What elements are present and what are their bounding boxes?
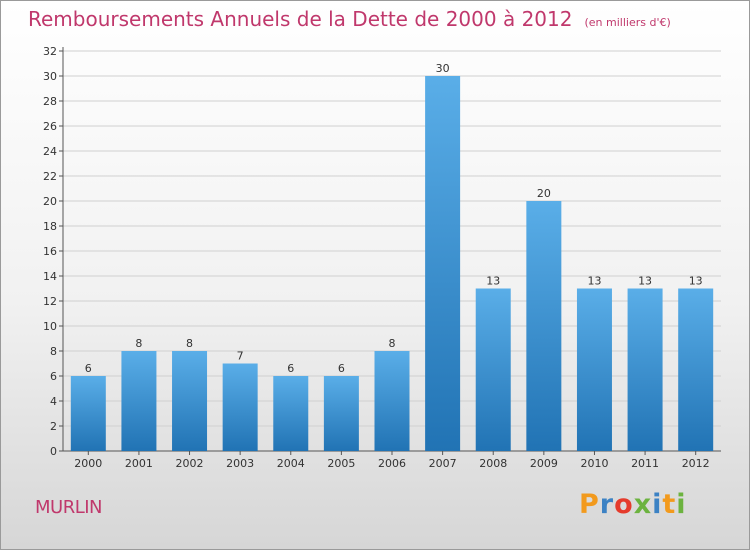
x-tick-label: 2008 <box>479 457 507 470</box>
x-tick-label: 2011 <box>631 457 659 470</box>
bars <box>70 76 714 451</box>
data-label-2003: 7 <box>237 350 244 363</box>
x-tick-label: 2001 <box>125 457 153 470</box>
x-tick-label: 2006 <box>378 457 406 470</box>
y-tick-label: 12 <box>43 295 57 308</box>
x-tick-label: 2007 <box>429 457 457 470</box>
data-label-2008: 13 <box>486 275 500 288</box>
bar-2006 <box>374 351 410 451</box>
y-tick-label: 28 <box>43 95 57 108</box>
y-tick-label: 14 <box>43 270 57 283</box>
data-label-2002: 8 <box>186 337 193 350</box>
y-tick-label: 24 <box>43 145 57 158</box>
x-tick-label: 2004 <box>277 457 305 470</box>
y-tick-label: 18 <box>43 220 57 233</box>
data-label-2004: 6 <box>287 362 294 375</box>
y-tick-label: 32 <box>43 45 57 58</box>
bar-2000 <box>70 376 106 451</box>
logo-letter: o <box>614 489 634 520</box>
logo-letter: t <box>662 489 677 520</box>
y-tick-label: 2 <box>50 420 57 433</box>
y-tick-label: 20 <box>43 195 57 208</box>
title-row: Remboursements Annuels de la Dette de 20… <box>28 7 671 31</box>
data-label-2012: 13 <box>689 275 703 288</box>
y-tick-label: 16 <box>43 245 57 258</box>
data-label-2009: 20 <box>537 187 551 200</box>
x-tick-label: 2010 <box>580 457 608 470</box>
y-tick-label: 8 <box>50 345 57 358</box>
data-label-2007: 30 <box>436 62 450 75</box>
x-tick-label: 2012 <box>682 457 710 470</box>
data-label-2005: 6 <box>338 362 345 375</box>
bar-2005 <box>323 376 359 451</box>
logo-letter: x <box>633 489 653 520</box>
bar-2007 <box>425 76 461 451</box>
bar-2011 <box>627 288 663 451</box>
bar-2010 <box>576 288 612 451</box>
y-tick-label: 0 <box>50 445 57 458</box>
commune-name: MURLIN <box>35 497 103 518</box>
y-tick-label: 26 <box>43 120 57 133</box>
data-label-2001: 8 <box>135 337 142 350</box>
chart-title: Remboursements Annuels de la Dette de 20… <box>28 7 573 31</box>
y-tick-label: 6 <box>50 370 57 383</box>
logo-letter: P <box>579 489 600 520</box>
bar-2004 <box>273 376 309 451</box>
chart-unit: (en milliers d'€) <box>584 16 671 29</box>
y-tick-label: 10 <box>43 320 57 333</box>
bar-2012 <box>678 288 714 451</box>
x-tick-label: 2002 <box>176 457 204 470</box>
logo-letter: r <box>599 489 615 520</box>
bar-2003 <box>222 363 258 451</box>
data-label-2000: 6 <box>85 362 92 375</box>
bar-2009 <box>526 201 562 451</box>
data-label-2010: 13 <box>587 275 601 288</box>
bar-2002 <box>172 351 208 451</box>
logo-letter: i <box>676 489 687 520</box>
y-tick-label: 30 <box>43 70 57 83</box>
y-tick-label: 22 <box>43 170 57 183</box>
logo-letter: i <box>652 489 663 520</box>
x-tick-label: 2000 <box>74 457 102 470</box>
x-tick-label: 2005 <box>327 457 355 470</box>
labels: 0246810121416182022242628303262000820018… <box>43 45 710 470</box>
bar-2001 <box>121 351 157 451</box>
x-tick-label: 2003 <box>226 457 254 470</box>
proxiti-logo[interactable]: Proxiti <box>579 489 687 520</box>
bar-2008 <box>475 288 511 451</box>
data-label-2006: 8 <box>389 337 396 350</box>
data-label-2011: 13 <box>638 275 652 288</box>
y-tick-label: 4 <box>50 395 57 408</box>
x-tick-label: 2009 <box>530 457 558 470</box>
